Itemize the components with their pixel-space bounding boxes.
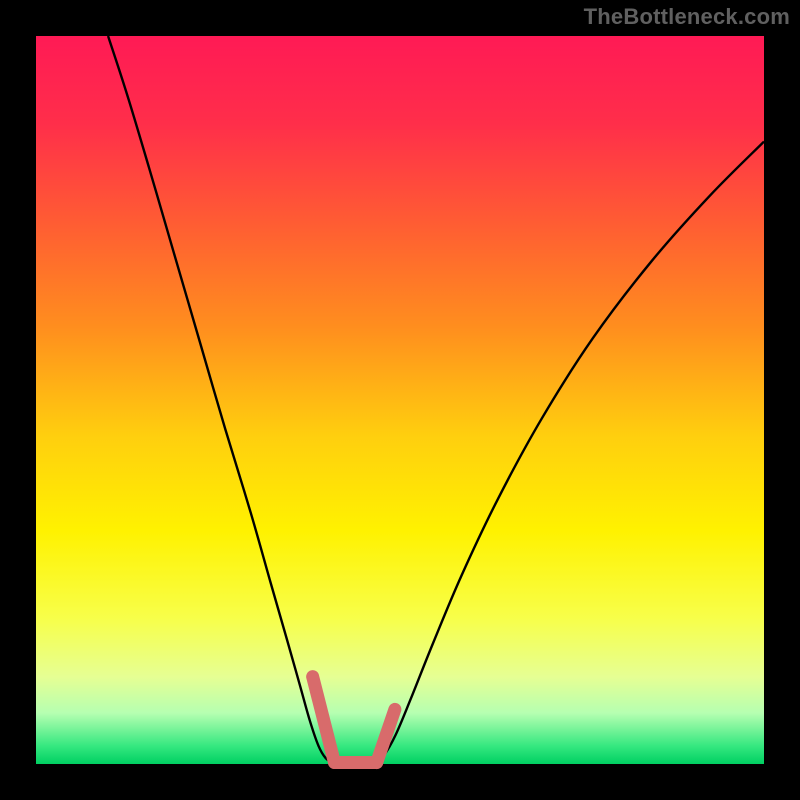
gradient-panel [36,36,764,764]
bottleneck-chart [0,0,800,800]
chart-frame: TheBottleneck.com [0,0,800,800]
watermark-text: TheBottleneck.com [584,4,790,30]
